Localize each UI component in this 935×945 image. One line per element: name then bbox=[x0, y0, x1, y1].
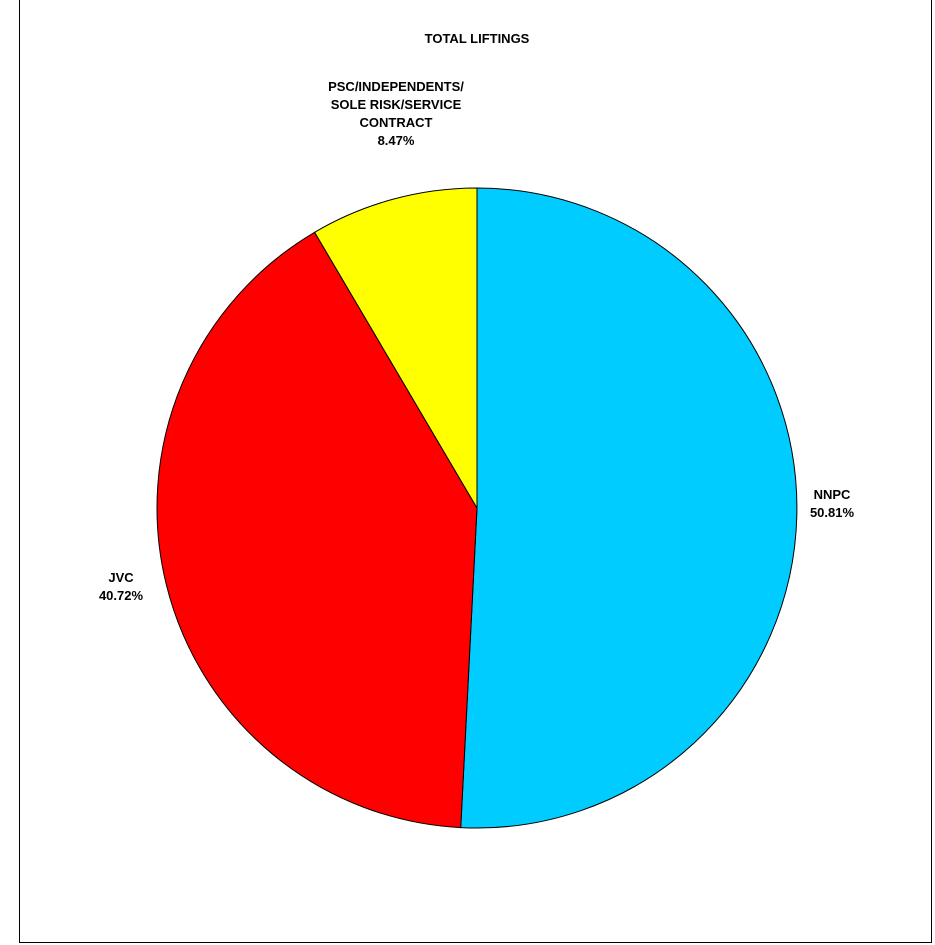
pie-labels: NNPC 50.81% JVC 40.72% PSC/INDEPENDENTS/SOLE… bbox=[99, 79, 855, 603]
pie-slice-psc bbox=[313, 187, 478, 510]
slice-name-label: CONTRACT bbox=[360, 115, 433, 130]
slice-label-jvc: JVC 40.72% bbox=[99, 570, 144, 603]
pie-slice-nnpc bbox=[460, 187, 798, 829]
slice-label-psc: PSC/INDEPENDENTS/SOLE RISK/SERVICE CONTRA… bbox=[328, 79, 464, 148]
slice-percent-label: 40.72% bbox=[99, 588, 144, 603]
slice-name-label: PSC/INDEPENDENTS/ bbox=[328, 79, 464, 94]
slice-name-label: JVC bbox=[108, 570, 134, 585]
slice-percent-label: 8.47% bbox=[378, 133, 415, 148]
chart-title: TOTAL LIFTINGS bbox=[425, 31, 530, 46]
slice-label-nnpc: NNPC 50.81% bbox=[810, 487, 855, 520]
pie-slices bbox=[156, 187, 798, 829]
slice-name-label: NNPC bbox=[814, 487, 851, 502]
slice-percent-label: 50.81% bbox=[810, 505, 855, 520]
pie-slice-jvc bbox=[156, 231, 478, 829]
slice-name-label: SOLE RISK/SERVICE bbox=[331, 97, 462, 112]
